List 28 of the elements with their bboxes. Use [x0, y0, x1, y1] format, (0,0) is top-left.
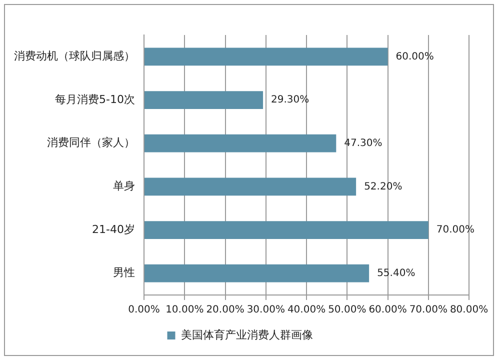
x-tick-label: 50.00% — [328, 304, 366, 316]
bar — [144, 91, 264, 109]
x-tick-label: 10.00% — [166, 304, 204, 316]
x-tick-label: 60.00% — [368, 304, 407, 316]
y-tick-label: 消费动机（球队归属感） — [14, 50, 135, 63]
data-label: 29.30% — [271, 94, 310, 106]
y-tick-label: 单身 — [113, 180, 135, 193]
x-tick-label: 0.00% — [128, 304, 160, 316]
data-label: 60.00% — [396, 51, 434, 62]
x-tick-label: 80.00% — [450, 304, 488, 316]
y-tick-label: 21-40岁 — [92, 222, 135, 236]
x-tick-label: 30.00% — [246, 304, 285, 316]
data-label: 55.40% — [377, 268, 416, 279]
bar — [144, 221, 428, 239]
bar — [144, 48, 388, 66]
x-tick-label: 40.00% — [287, 304, 326, 316]
y-tick-label: 消费同伴（家人） — [47, 136, 135, 150]
legend-label: 美国体育产业消费人群画像 — [180, 328, 313, 342]
x-tick-label: 20.00% — [206, 304, 244, 316]
data-label: 70.00% — [436, 224, 475, 236]
bar — [144, 264, 370, 282]
data-label: 47.30% — [344, 138, 382, 149]
bar — [144, 178, 356, 196]
x-tick-label: 70.00% — [409, 304, 448, 316]
y-tick-label: 男性 — [113, 266, 135, 280]
data-label: 52.20% — [364, 181, 402, 192]
y-tick-label: 每月消费5-10次 — [55, 92, 135, 106]
bar — [144, 134, 336, 152]
